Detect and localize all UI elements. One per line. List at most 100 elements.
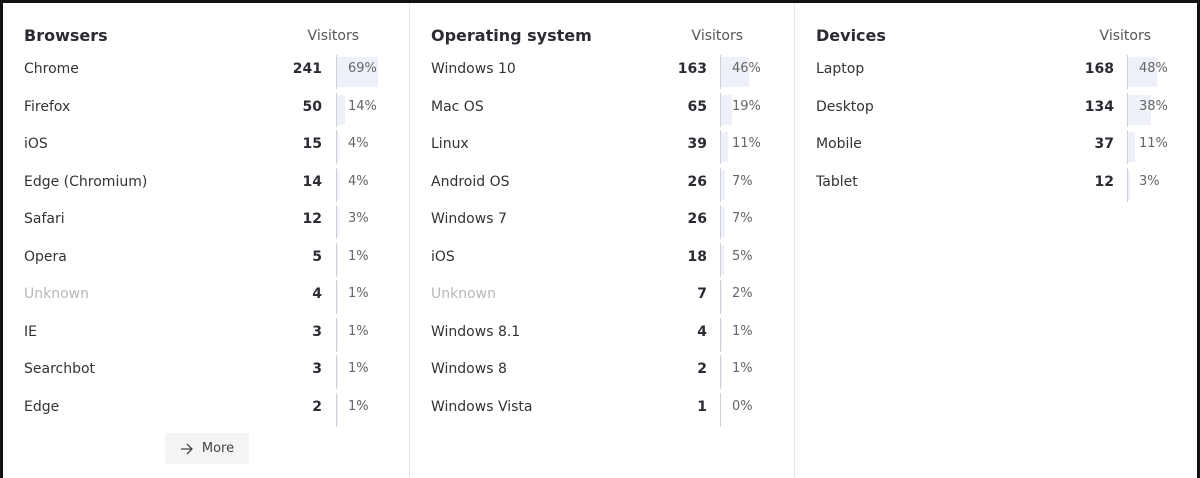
percent: 1% (348, 361, 369, 376)
row-name: Laptop (816, 61, 865, 77)
divider (720, 392, 721, 427)
dashboard: Browsers Visitors Chrome 241 69% Firefox 50 14%… (3, 3, 1197, 478)
panel-title: Devices (816, 26, 886, 45)
row-name: Mobile (816, 136, 862, 152)
row: Unknown 4 1% (3, 280, 409, 314)
percent-bar (337, 94, 346, 125)
percent: 7% (732, 173, 753, 189)
arrow-icon (180, 443, 193, 454)
visitors: 18 (687, 248, 707, 265)
row-name: Chrome (24, 61, 79, 77)
percent: 7% (732, 211, 753, 226)
divider (336, 242, 337, 277)
divider (336, 205, 337, 239)
percent: 1% (732, 361, 753, 376)
column-header: Visitors (1099, 28, 1151, 44)
visitors: 12 (302, 211, 322, 227)
visitors: 12 (1094, 173, 1114, 190)
divider (336, 317, 337, 352)
row: Edge (Chromium) 14 4% (3, 167, 409, 202)
row: Windows 7 26 7% (410, 205, 794, 239)
visitors: 134 (1084, 98, 1114, 115)
panel-title: Browsers (24, 26, 108, 45)
row: Unknown 7 2% (410, 280, 794, 314)
row-name: Windows 8 (431, 361, 507, 377)
row: Firefox 50 14% (3, 92, 409, 127)
column-header: Visitors (307, 28, 359, 44)
divider (720, 317, 721, 352)
divider (1127, 167, 1128, 202)
visitors: 168 (1084, 61, 1114, 77)
percent-bar (1128, 94, 1151, 125)
visitors: 3 (312, 323, 322, 340)
divider (336, 55, 337, 89)
row: Desktop 134 38% (795, 92, 1197, 127)
row: Opera 5 1% (3, 242, 409, 277)
percent-bar (1128, 169, 1130, 200)
row-name: Unknown (431, 286, 496, 302)
percent-bar (1128, 57, 1157, 87)
visitors: 163 (677, 61, 707, 77)
divider (720, 280, 721, 314)
row-name: Edge (24, 398, 60, 415)
divider (720, 355, 721, 389)
percent-bar (721, 357, 722, 387)
percent-bar (337, 57, 379, 87)
percent: 1% (348, 248, 369, 264)
percent: 3% (348, 211, 369, 226)
percent-bar (721, 282, 723, 312)
percent-bar (1128, 132, 1135, 162)
visitors: 5 (312, 248, 322, 265)
panel: Operating system Visitors Windows 10 163 46%… (410, 3, 795, 478)
percent-bar (337, 394, 338, 425)
percent-bar (337, 244, 338, 275)
visitors: 4 (697, 323, 707, 340)
percent: 2% (732, 286, 753, 301)
visitors: 1 (697, 398, 707, 415)
row-name: Edge (Chromium) (24, 173, 148, 190)
percent: 1% (348, 323, 369, 339)
row: Tablet 12 3% (795, 167, 1197, 202)
percent-bar (721, 207, 726, 237)
percent: 3% (1139, 173, 1160, 189)
row: Safari 12 3% (3, 205, 409, 239)
row: Windows 10 163 46% (410, 55, 794, 89)
percent-bar (721, 94, 733, 125)
divider (720, 167, 721, 202)
percent-bar (337, 132, 340, 162)
visitors: 26 (687, 211, 707, 227)
visitors: 2 (312, 398, 322, 415)
row: Linux 39 11% (410, 130, 794, 164)
row-name: Mac OS (431, 98, 484, 115)
panel: Browsers Visitors Chrome 241 69% Firefox 50 14%… (3, 3, 410, 478)
divider (336, 92, 337, 127)
row-name: Tablet (816, 173, 858, 190)
row: IE 3 1% (3, 317, 409, 352)
visitors: 2 (697, 361, 707, 377)
row-name: Unknown (24, 286, 89, 302)
row: Searchbot 3 1% (3, 355, 409, 389)
visitors: 7 (697, 286, 707, 302)
percent-bar (337, 207, 339, 237)
row-name: Windows 7 (431, 211, 507, 227)
percent: 38% (1139, 98, 1168, 114)
percent: 46% (732, 61, 761, 76)
percent: 14% (348, 98, 377, 114)
divider (720, 55, 721, 89)
visitors: 39 (687, 136, 707, 152)
percent-bar (337, 357, 338, 387)
visitors: 26 (687, 173, 707, 190)
percent: 48% (1139, 61, 1168, 76)
row-name: Searchbot (24, 361, 96, 377)
row-name: Safari (24, 211, 65, 227)
visitors: 241 (292, 61, 322, 77)
row: Mobile 37 11% (795, 130, 1197, 164)
percent: 1% (348, 286, 369, 301)
row-name: Windows 10 (431, 61, 516, 77)
more-button[interactable]: More (165, 433, 249, 464)
divider (336, 167, 337, 202)
percent-bar (721, 244, 724, 275)
panel: Devices Visitors Laptop 168 48% Desktop 134 38%… (795, 3, 1197, 478)
row: Windows 8 2 1% (410, 355, 794, 389)
row: Chrome 241 69% (3, 55, 409, 89)
